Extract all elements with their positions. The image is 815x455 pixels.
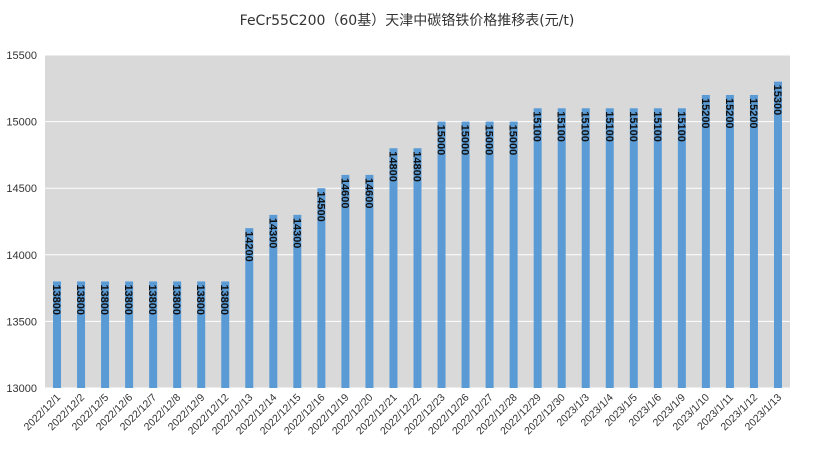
bar [389, 148, 398, 388]
data-label: 13800 [218, 284, 230, 315]
data-label: 15200 [699, 98, 711, 129]
bar [101, 281, 110, 388]
bar [221, 281, 230, 388]
bar [341, 174, 350, 388]
bar [245, 228, 254, 388]
data-label: 13800 [122, 284, 134, 315]
bar [725, 94, 734, 389]
data-label: 13800 [98, 284, 110, 315]
data-label: 15200 [723, 98, 735, 129]
data-label: 13800 [146, 284, 158, 315]
data-label: 14600 [362, 178, 374, 209]
bar [557, 108, 566, 388]
data-label: 13800 [74, 284, 86, 315]
bar [173, 281, 182, 388]
bar [701, 94, 710, 389]
y-tick-label: 14000 [6, 250, 37, 262]
data-label: 14800 [386, 151, 398, 182]
data-label: 15000 [507, 125, 519, 156]
bar [485, 121, 494, 388]
data-label: 14500 [314, 191, 326, 222]
data-label: 15000 [483, 125, 495, 156]
bar [437, 121, 446, 388]
bar [293, 214, 302, 388]
data-label: 14800 [411, 151, 423, 182]
data-labels: 13800 13800 13800 13800 13800 13800 13800 13800… [50, 85, 783, 315]
data-label: 15300 [771, 85, 783, 116]
bar [677, 108, 686, 388]
bar [53, 281, 62, 388]
bar [461, 121, 470, 388]
y-tick-label: 15500 [6, 50, 37, 62]
bar [653, 108, 662, 388]
data-label: 15100 [603, 111, 615, 142]
bar [269, 214, 278, 388]
data-label: 14300 [266, 218, 278, 249]
bar [413, 148, 422, 388]
y-tick-label: 13500 [6, 316, 37, 328]
data-label: 15000 [435, 125, 447, 156]
data-label: 14200 [242, 231, 254, 262]
bar [149, 281, 158, 388]
x-axis: 2022/12/12022/12/22022/12/52022/12/62022… [22, 392, 785, 438]
data-label: 15100 [555, 111, 567, 142]
bar [509, 121, 518, 388]
bar [77, 281, 86, 388]
bar [605, 108, 614, 388]
data-label: 15100 [651, 111, 663, 142]
bar [581, 108, 590, 388]
bar [197, 281, 206, 388]
bar [365, 174, 374, 388]
data-label: 14600 [338, 178, 350, 209]
data-label: 15100 [627, 111, 639, 142]
data-label: 15100 [675, 111, 687, 142]
y-axis: 13000 13500 14000 14500 15000 15500 [6, 50, 37, 395]
bars [53, 81, 782, 389]
data-label: 13800 [50, 284, 62, 315]
y-tick-label: 14500 [6, 183, 37, 195]
bar [533, 108, 542, 388]
bar [773, 81, 782, 388]
data-label: 14300 [290, 218, 302, 249]
data-label: 15100 [531, 111, 543, 142]
chart-title: FeCr55C200（60基）天津中碳铬铁价格推移表(元/t) [240, 12, 575, 29]
y-tick-label: 15000 [6, 117, 37, 129]
bar [317, 188, 326, 388]
data-label: 15100 [579, 111, 591, 142]
bar [629, 108, 638, 388]
data-label: 13800 [170, 284, 182, 315]
bar [749, 94, 758, 389]
y-tick-label: 13000 [6, 383, 37, 395]
data-label: 15000 [459, 125, 471, 156]
bar [125, 281, 134, 388]
data-label: 13800 [194, 284, 206, 315]
data-label: 15200 [747, 98, 759, 129]
